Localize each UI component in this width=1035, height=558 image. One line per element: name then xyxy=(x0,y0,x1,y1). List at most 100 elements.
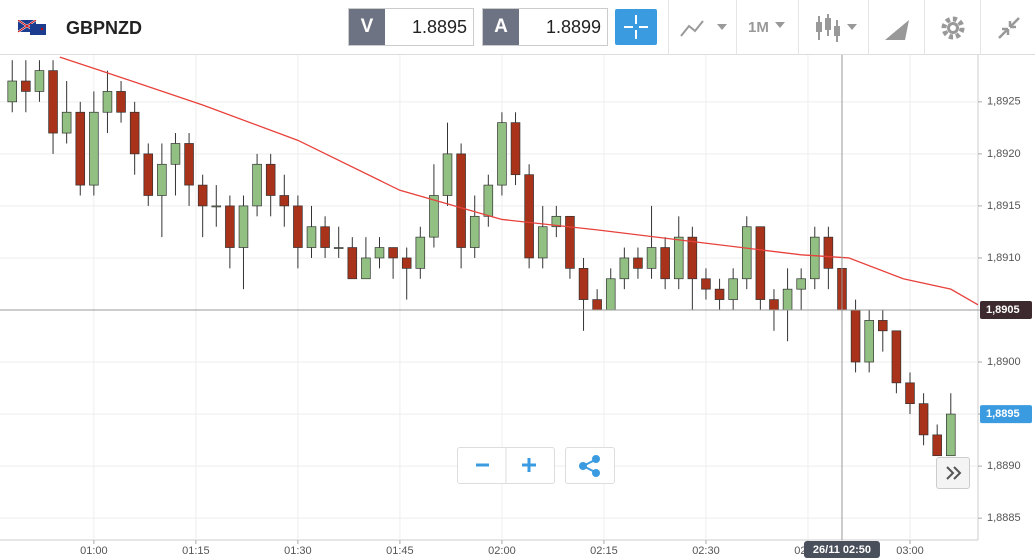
crosshair-x-label-bg xyxy=(803,541,880,558)
x-tick-label: 01:15 xyxy=(182,545,210,557)
candle-body xyxy=(469,215,480,248)
y-tick-label: 1,8885 xyxy=(987,512,1021,524)
chart: 1,8885 1,8890 1,8895 1,8900 1,8905 1,8910 1,89… xyxy=(0,55,1035,558)
candle-body xyxy=(510,122,521,176)
y-tick-label: 1,8915 xyxy=(987,200,1021,212)
draw-button[interactable] xyxy=(868,0,924,55)
flag xyxy=(18,20,46,35)
candle-body xyxy=(660,247,670,280)
icon xyxy=(816,14,857,42)
candle-body xyxy=(429,195,439,238)
candle-button[interactable] xyxy=(798,0,868,55)
candle-body xyxy=(238,205,249,248)
share-button[interactable] xyxy=(565,447,615,484)
x-tick-label: 01:30 xyxy=(284,545,312,557)
sell-price: 1.8895 xyxy=(411,17,467,37)
crosshair-y-label-bg xyxy=(980,300,1032,319)
candle-body xyxy=(769,299,779,311)
candle-body xyxy=(592,299,602,311)
candle-body xyxy=(850,309,861,363)
candle-body xyxy=(225,205,235,248)
candle-body xyxy=(714,288,725,300)
candle-body xyxy=(456,153,466,248)
candle-body xyxy=(197,184,208,207)
candle-body xyxy=(116,91,126,113)
icon[interactable] xyxy=(458,448,554,483)
last-price-bg xyxy=(980,405,1032,424)
candle-body xyxy=(810,236,820,280)
candle-body xyxy=(21,80,31,92)
candle-body xyxy=(891,330,902,384)
candle-body xyxy=(878,320,888,332)
candle-body xyxy=(252,163,262,207)
candle-body xyxy=(551,215,562,228)
x-tick-label: 02:00 xyxy=(488,545,516,557)
y-tick-label: 1,8910 xyxy=(987,252,1021,264)
buy-label: A xyxy=(483,9,519,45)
candle-body xyxy=(483,184,494,217)
candle-body xyxy=(184,143,194,186)
y-tick-label: 1,8920 xyxy=(987,148,1021,160)
candle-body xyxy=(741,226,752,280)
buy-price: 1.8899 xyxy=(545,17,601,37)
candle-body xyxy=(823,236,834,269)
x-tick-label: 02:15 xyxy=(590,545,618,557)
icon xyxy=(680,20,727,37)
candle-body xyxy=(361,257,371,280)
candle-body xyxy=(524,174,534,259)
candle-body xyxy=(374,247,385,259)
candle-body xyxy=(864,320,874,363)
crosshair-y-label: 1,8905 xyxy=(986,304,1020,316)
candle-body xyxy=(415,236,426,269)
sell-box[interactable]: V 1.8895 xyxy=(348,8,474,46)
candle-body xyxy=(102,91,113,113)
candle-body xyxy=(946,413,956,457)
settings-button[interactable] xyxy=(924,0,980,55)
candle-body xyxy=(89,111,99,186)
candle-body xyxy=(728,278,738,300)
scroll-end-button[interactable] xyxy=(936,457,970,489)
timeframe-button[interactable]: 1M xyxy=(736,0,798,55)
candle-body xyxy=(293,205,303,248)
y-tick-label: 1,8890 xyxy=(987,460,1021,472)
candle-body xyxy=(905,382,915,405)
icon xyxy=(998,17,1020,39)
icon xyxy=(775,22,785,28)
crosshair-button[interactable] xyxy=(615,9,657,45)
candle-body xyxy=(347,247,358,280)
candle-body xyxy=(48,70,58,134)
candle-body xyxy=(157,163,167,196)
candle-body xyxy=(918,403,929,436)
candle-body xyxy=(170,143,181,165)
candle-body xyxy=(782,288,793,311)
zoom-controls xyxy=(457,447,555,484)
candle-body xyxy=(673,236,684,280)
x-tick-label: 02:30 xyxy=(692,545,720,557)
collapse-button[interactable] xyxy=(980,0,1035,55)
candle-body xyxy=(306,226,317,248)
candle-body xyxy=(211,205,222,208)
candle-body xyxy=(7,80,18,103)
candle-body xyxy=(497,122,507,186)
candle-body xyxy=(537,226,548,259)
candle-body xyxy=(932,434,942,457)
y-tick-label: 1,8900 xyxy=(987,356,1021,368)
moving-average xyxy=(59,56,979,306)
candle-body xyxy=(333,247,344,249)
sell-label: V xyxy=(349,9,385,45)
chart-type-button[interactable] xyxy=(668,0,736,55)
candle-body xyxy=(578,268,589,300)
x-tick-label: 01:00 xyxy=(80,545,108,557)
candle-body xyxy=(565,215,575,269)
candle-body xyxy=(633,257,643,269)
symbol: GBPNZD xyxy=(66,18,142,38)
header: GBPNZD V 1.8895 A 1.8899 1M xyxy=(0,0,1035,55)
candle-body xyxy=(279,195,290,207)
last-price-label: 1,8895 xyxy=(986,408,1020,420)
icon xyxy=(885,20,909,40)
buy-box[interactable]: A 1.8899 xyxy=(482,8,608,46)
candle-body xyxy=(265,163,276,196)
candle-body xyxy=(701,278,711,290)
icon xyxy=(941,16,965,40)
icon xyxy=(579,455,600,477)
